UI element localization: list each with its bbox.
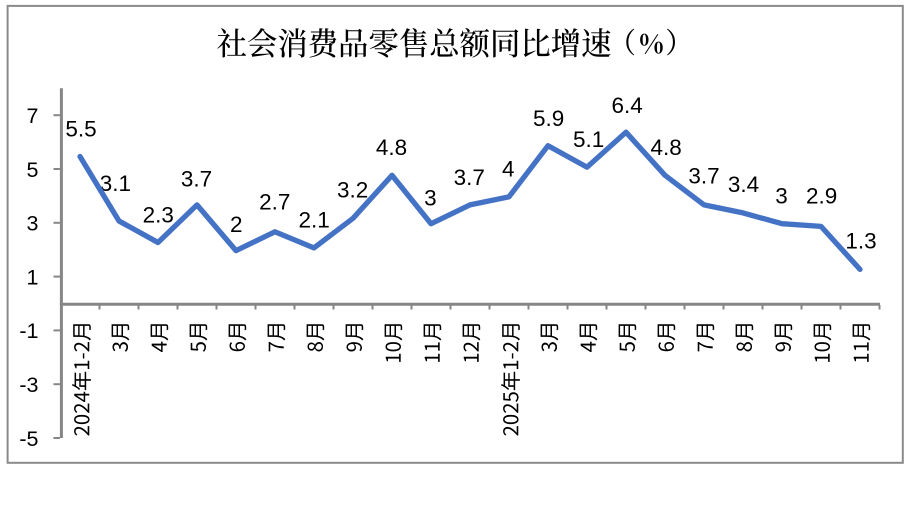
svg-text:1: 1 bbox=[27, 265, 39, 289]
svg-text:4.8: 4.8 bbox=[651, 135, 682, 160]
svg-text:5: 5 bbox=[27, 158, 39, 182]
svg-text:2.3: 2.3 bbox=[143, 202, 174, 227]
svg-text:6.4: 6.4 bbox=[612, 93, 643, 118]
svg-text:1.3: 1.3 bbox=[845, 229, 876, 254]
svg-text:3.2: 3.2 bbox=[337, 178, 368, 203]
svg-text:3.1: 3.1 bbox=[100, 171, 131, 196]
svg-text:-3: -3 bbox=[19, 373, 38, 397]
svg-text:3: 3 bbox=[27, 212, 39, 236]
svg-text:2: 2 bbox=[230, 212, 243, 237]
svg-text:-1: -1 bbox=[19, 319, 38, 343]
svg-text:2.1: 2.1 bbox=[298, 208, 329, 233]
svg-text:4.8: 4.8 bbox=[376, 135, 407, 160]
svg-text:4: 4 bbox=[502, 156, 515, 181]
svg-text:2.7: 2.7 bbox=[259, 190, 290, 215]
svg-text:2.9: 2.9 bbox=[806, 183, 837, 208]
svg-text:3.7: 3.7 bbox=[688, 164, 719, 189]
svg-text:3: 3 bbox=[775, 184, 788, 209]
svg-text:7: 7 bbox=[27, 104, 39, 128]
svg-text:-5: -5 bbox=[19, 427, 38, 451]
svg-text:3.4: 3.4 bbox=[728, 172, 759, 197]
svg-text:5.5: 5.5 bbox=[65, 117, 96, 142]
svg-text:3.7: 3.7 bbox=[454, 165, 485, 190]
svg-text:3.7: 3.7 bbox=[181, 167, 212, 192]
svg-text:5.1: 5.1 bbox=[573, 127, 604, 152]
svg-text:5.9: 5.9 bbox=[533, 106, 564, 131]
svg-text:3: 3 bbox=[424, 186, 437, 211]
